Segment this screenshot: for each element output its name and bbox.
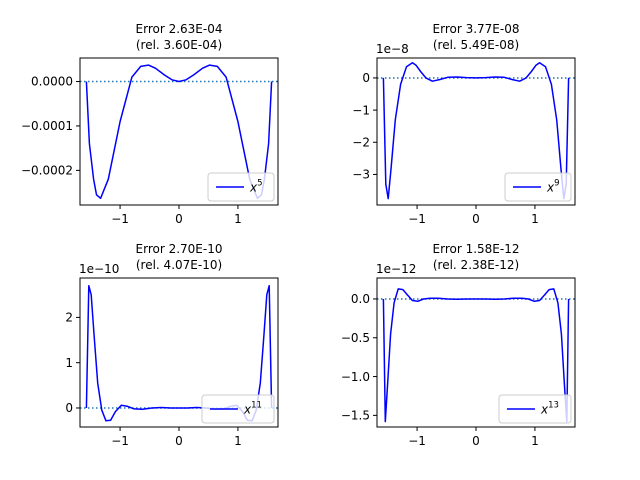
x-tick-label: 1 (234, 434, 242, 448)
legend: x13 (498, 394, 572, 424)
y-offset-label: 1e−10 (79, 262, 119, 276)
y-tick-label: 1 (65, 356, 73, 370)
x-tick-label: −1 (408, 434, 426, 448)
legend-label: x13 (540, 401, 559, 417)
subplot-2: Error 3.77E-08 (rel. 5.49E-08) 1e−8 x9 −1 0 1 0… (352, 22, 576, 226)
legend-label-exponent: 13 (548, 401, 559, 411)
legend-label-exponent: 11 (251, 401, 262, 411)
y-tick-label: 0.0 (351, 292, 370, 306)
x-tick-label: 0 (175, 212, 183, 226)
x-tick-label: 1 (531, 212, 539, 226)
y-tick-label: −2 (352, 135, 370, 149)
subplot-title-line2: (rel. 4.07E-10) (136, 258, 222, 272)
y-tick-label: −1.0 (341, 370, 370, 384)
legend-label-base: x (249, 181, 258, 195)
legend-label-exponent: 5 (257, 179, 262, 189)
y-tick-label: −1.5 (341, 409, 370, 423)
y-tick-label: 2 (65, 311, 73, 325)
subplot-title-line1: Error 3.77E-08 (433, 22, 520, 36)
y-offset-label: 1e−12 (376, 262, 416, 276)
legend: x11 (201, 394, 275, 424)
y-tick-label: −0.0002 (21, 164, 73, 178)
legend-label-exponent: 9 (554, 179, 559, 189)
subplot-title-line1: Error 2.63E-04 (136, 22, 223, 36)
legend-label-base: x (546, 181, 555, 195)
y-tick-label: −1 (352, 103, 370, 117)
series-line-1 (382, 62, 570, 200)
legend-label-base: x (243, 403, 252, 417)
subplot-title-line2: (rel. 2.38E-12) (433, 258, 519, 272)
x-tick-label: 0 (472, 212, 480, 226)
subplot-title-line1: Error 2.70E-10 (136, 242, 223, 256)
legend-label-base: x (540, 403, 549, 417)
y-offset-label: 1e−8 (376, 42, 409, 56)
y-tick-label: −3 (352, 168, 370, 182)
y-tick-label: −0.0001 (21, 119, 73, 133)
legend: x9 (504, 172, 572, 202)
y-tick-label: 0 (65, 401, 73, 415)
x-tick-label: 1 (234, 212, 242, 226)
legend-label: x11 (243, 401, 262, 417)
subplot-title-line2: (rel. 3.60E-04) (136, 38, 222, 52)
x-tick-label: −1 (408, 212, 426, 226)
x-tick-label: 1 (531, 434, 539, 448)
x-tick-label: −1 (111, 434, 129, 448)
y-tick-label: −0.5 (341, 331, 370, 345)
subplot-4: Error 1.58E-12 (rel. 2.38E-12) 1e−12 x13 −1 0… (341, 242, 576, 448)
x-tick-label: 0 (175, 434, 183, 448)
legend: x5 (207, 172, 275, 202)
y-tick-label: 0.0000 (31, 75, 73, 89)
x-tick-label: 0 (472, 434, 480, 448)
y-tick-label: 0 (362, 71, 370, 85)
subplot-title-line2: (rel. 5.49E-08) (433, 38, 519, 52)
subplot-1: Error 2.63E-04 (rel. 3.60E-04) x5 −1 0 1 0.000… (21, 22, 279, 226)
subplot-title-line1: Error 1.58E-12 (433, 242, 520, 256)
series-line-1 (382, 288, 570, 423)
x-tick-label: −1 (111, 212, 129, 226)
legend-label: x9 (546, 179, 560, 195)
legend-label: x5 (249, 179, 263, 195)
